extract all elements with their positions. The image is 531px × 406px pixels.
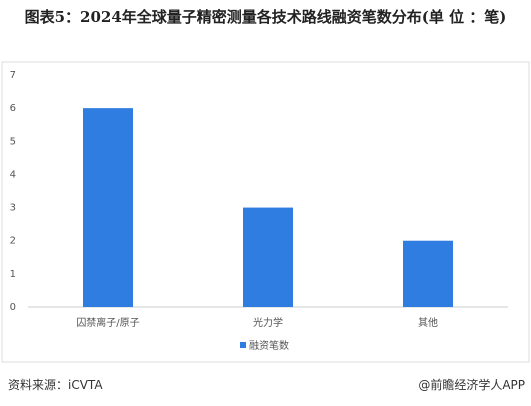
bar — [83, 108, 133, 308]
y-tick-label: 3 — [10, 203, 16, 214]
brand-note: @前瞻经济学人APP — [418, 378, 525, 392]
y-tick-label: 1 — [10, 269, 16, 280]
source-note: 资料来源：iCVTA — [8, 378, 103, 392]
chart-frame — [1, 61, 530, 363]
y-tick-label: 4 — [10, 169, 16, 180]
y-tick-label: 0 — [10, 302, 16, 313]
chart-title: 图表5：2024年全球量子精密测量各技术路线融资笔数分布(单 位 ：笔) — [24, 8, 507, 26]
bar — [243, 207, 293, 307]
x-tick-label: 囚禁离子/原子 — [76, 316, 139, 329]
y-tick-label: 6 — [10, 103, 16, 114]
x-tick-label: 其他 — [418, 316, 438, 329]
legend-swatch — [240, 342, 246, 348]
y-tick-label: 5 — [10, 136, 16, 147]
x-tick-label: 光力学 — [253, 316, 283, 329]
legend-label: 融资笔数 — [249, 339, 289, 352]
y-tick-label: 7 — [10, 70, 16, 81]
bar — [403, 240, 453, 307]
y-tick-label: 2 — [10, 236, 16, 247]
